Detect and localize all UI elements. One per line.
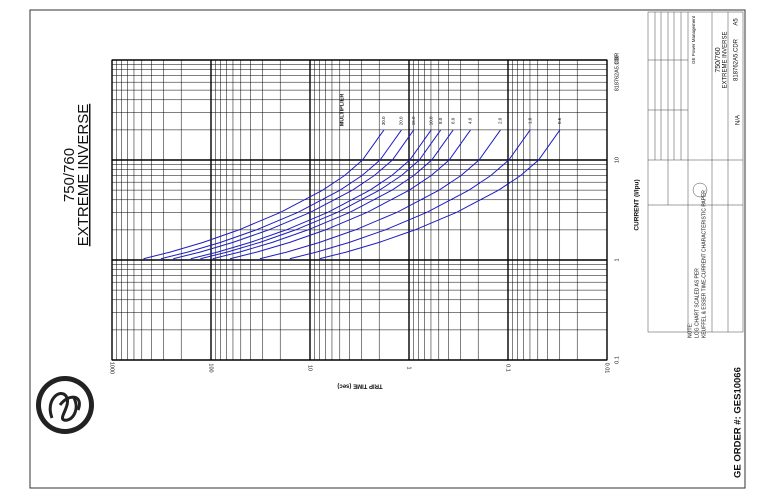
x-tick-label: 10 (614, 157, 620, 163)
y-tick-label: 10 (307, 365, 313, 371)
x-axis-title: CURRENT (I/Ipu) (634, 179, 641, 230)
title-block (647, 11, 744, 333)
title-block-text: 750/760 (715, 47, 722, 72)
chart-title: 750/760 (61, 148, 78, 202)
y-tick-label: 1 (406, 366, 412, 369)
y-tick-label: 100 (208, 363, 214, 372)
ge-logo (36, 376, 94, 434)
curve (190, 129, 432, 260)
note-line: LOG CHART SCALED AS PER (694, 268, 700, 338)
file-code: 818762A5.CDR (614, 53, 620, 92)
curve-label: 20.0 (399, 116, 404, 125)
curve (319, 129, 561, 260)
curve (289, 129, 531, 260)
curve (212, 129, 454, 260)
curve-label: 6.0 (450, 117, 455, 124)
x-tick-label: 1 (614, 258, 620, 261)
curve (160, 129, 402, 260)
y-axis-title: TRIP TIME (sec) (337, 382, 382, 388)
title-block-text: N/A (736, 115, 742, 125)
x-tick-label: 0.1 (614, 356, 620, 364)
curve (143, 129, 385, 260)
y-tick-label: 0.1 (505, 364, 511, 372)
curve-label: 0.5 (557, 117, 562, 124)
sheet-border (29, 9, 746, 489)
y-tick-label: 1000 (109, 362, 115, 374)
curve-label: 4.0 (468, 117, 473, 124)
x-tick-label: 100 (614, 55, 620, 64)
curve-label: 2.0 (498, 117, 503, 124)
curve (200, 129, 442, 260)
note-line: NOTE: (687, 323, 693, 338)
curve-label: 1.0 (527, 117, 532, 124)
y-tick-label: 0.01 (604, 363, 610, 374)
chart-subtitle: EXTREME INVERSE (75, 104, 92, 247)
curve (173, 129, 415, 260)
title-block-text: EXTREME INVERSE (723, 31, 729, 88)
legend-title: MULTIPLIER (339, 94, 345, 127)
curve (229, 129, 471, 260)
curve-label: 15.0 (411, 116, 416, 125)
title-block-text: GE Power Management (691, 15, 696, 64)
curve (259, 129, 501, 260)
order-number: GE ORDER #: GES10066 (733, 367, 744, 478)
curve-label: 30.0 (381, 116, 386, 125)
curve-label: 10.0 (428, 116, 433, 125)
curve-label: 8.0 (438, 117, 443, 124)
title-block-text: A5 (734, 18, 740, 26)
note-line: KEUFFEL & ESSER TIME-CURRENT CHARACTERIS… (701, 190, 707, 338)
title-block-text: 818762A5.CDR (734, 38, 740, 81)
